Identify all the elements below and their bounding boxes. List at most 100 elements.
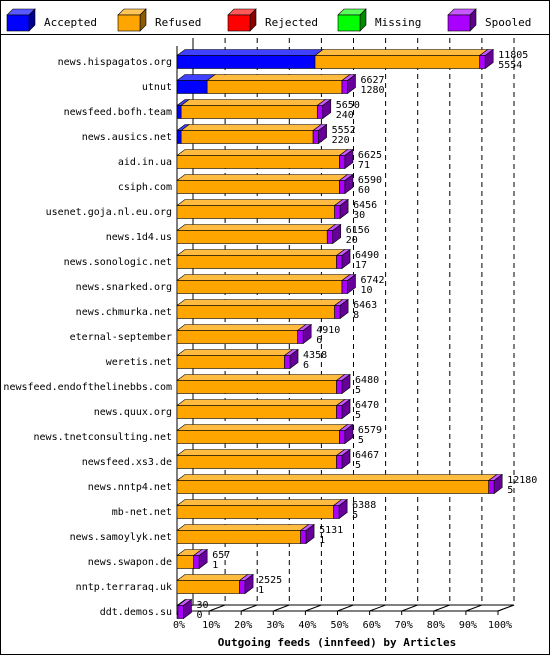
x-tick-label: 0% xyxy=(173,620,185,631)
bar-spooled xyxy=(312,130,319,144)
y-tick-label: news.snarked.org xyxy=(76,282,172,293)
bar-refused xyxy=(176,555,194,569)
value-label-accepted: 1280 xyxy=(360,85,384,96)
value-label-total: 4358 xyxy=(303,350,327,361)
value-label-accepted: 60 xyxy=(358,185,370,196)
value-label-total: 6590 xyxy=(358,175,382,186)
bar-spooled-side xyxy=(347,73,356,95)
bar-spooled-side xyxy=(341,248,351,270)
bar-refused xyxy=(176,580,240,594)
bar-spooled xyxy=(336,455,343,469)
bar-spooled-side xyxy=(332,223,342,245)
bar-accepted xyxy=(176,80,208,94)
value-label-total: 11805 xyxy=(498,50,528,61)
bar-spooled-side xyxy=(339,298,349,320)
bars xyxy=(176,48,504,620)
value-label-accepted: 20 xyxy=(346,235,358,246)
bar-refused-top xyxy=(314,49,489,56)
value-label-total: 6625 xyxy=(358,150,382,161)
value-label-total: 12180 xyxy=(507,475,537,486)
legend-item-refused: Refused xyxy=(117,8,201,32)
bar-refused xyxy=(176,230,328,244)
floor-tick xyxy=(337,604,354,612)
bar-refused xyxy=(176,505,334,519)
x-tick-label: 10% xyxy=(202,620,220,631)
bar-spooled-side xyxy=(493,473,503,495)
bar-spooled xyxy=(334,305,341,319)
bar-row xyxy=(176,473,504,495)
y-tick-label: news.swapon.de xyxy=(88,557,172,568)
bar-row xyxy=(176,98,332,120)
bar-spooled-side xyxy=(183,598,192,620)
bar-refused-top xyxy=(206,74,351,81)
x-tick-label: 30% xyxy=(266,620,284,631)
bar-refused-top xyxy=(176,324,307,331)
y-tick-label: newsfeed.endofthelinebbs.com xyxy=(3,382,172,393)
bar-row xyxy=(176,123,328,145)
x-tick-label: 80% xyxy=(427,620,445,631)
bar-spooled xyxy=(339,180,346,194)
bar-refused xyxy=(206,80,343,94)
bar-refused xyxy=(176,305,335,319)
legend-swatch xyxy=(117,14,141,32)
y-tick-label: news.samoylyk.net xyxy=(70,532,172,543)
bar-row xyxy=(176,148,354,170)
x-tick-label: 20% xyxy=(234,620,252,631)
x-axis-title: Outgoing feeds (innfeed) by Articles xyxy=(218,636,456,649)
legend: Accepted Refused Rejected Missing Spooled xyxy=(6,8,531,32)
floor-tick xyxy=(208,604,226,612)
y-tick-label: weretis.net xyxy=(106,357,172,368)
bar-spooled-side xyxy=(484,48,494,70)
value-label-total: 2525 xyxy=(258,575,282,586)
value-label-accepted: 1 xyxy=(258,585,264,596)
bar-spooled xyxy=(341,280,348,294)
bar-row xyxy=(176,73,357,95)
bar-refused xyxy=(176,380,337,394)
bar-refused-top xyxy=(176,224,337,231)
legend-swatch xyxy=(6,14,30,32)
bar-row xyxy=(176,248,351,270)
bar-refused-top xyxy=(176,174,349,181)
value-label-total: 30 xyxy=(196,600,208,611)
y-tick-label: eternal-september xyxy=(70,332,172,343)
floor-tick xyxy=(433,604,450,612)
value-label-total: 4910 xyxy=(316,325,340,336)
bar-refused xyxy=(176,530,301,544)
bar-spooled-side xyxy=(302,323,312,345)
value-label-total: 5131 xyxy=(319,525,343,536)
bar-spooled-side xyxy=(244,573,254,595)
value-label-accepted: 5 xyxy=(507,485,513,496)
value-label-accepted: 5 xyxy=(358,435,364,446)
y-tick-label: news.nntp4.net xyxy=(88,482,172,493)
x-tick-label: 100% xyxy=(488,620,512,631)
value-label-accepted: 5 xyxy=(355,460,361,471)
x-axis: 0% 10% 20% 30% 40% 50% 60% 70% 80% 90% 100% xyxy=(173,611,512,631)
bar-row xyxy=(176,323,313,345)
bar-refused-top xyxy=(176,474,498,481)
bar-spooled-side xyxy=(344,173,354,195)
bar-spooled-side xyxy=(347,273,356,295)
y-tick-label: news.ausics.net xyxy=(82,132,172,143)
bar-row xyxy=(176,448,351,470)
legend-label: Refused xyxy=(155,16,201,29)
legend-label: Missing xyxy=(375,16,421,29)
bar-refused-top xyxy=(176,149,349,156)
floor-tick xyxy=(465,604,483,612)
value-label-total: 6470 xyxy=(355,400,379,411)
value-label-accepted: 30 xyxy=(353,210,365,221)
y-axis-labels: news.hispagatos.org utnut newsfeed.bofh.te… xyxy=(3,57,172,618)
bar-accepted xyxy=(176,130,182,144)
legend-item-missing: Missing xyxy=(337,8,421,32)
bar-spooled xyxy=(333,505,340,519)
bar-accepted xyxy=(176,55,316,69)
value-label-total: 6156 xyxy=(346,225,370,236)
x-tick-label: 50% xyxy=(330,620,348,631)
bar-spooled-side xyxy=(289,348,299,370)
value-label-total: 6627 xyxy=(360,75,384,86)
y-tick-label: mb-net.net xyxy=(112,507,172,518)
bar-spooled xyxy=(316,105,324,119)
value-label-accepted: 5 xyxy=(355,410,361,421)
bar-spooled xyxy=(177,605,184,619)
